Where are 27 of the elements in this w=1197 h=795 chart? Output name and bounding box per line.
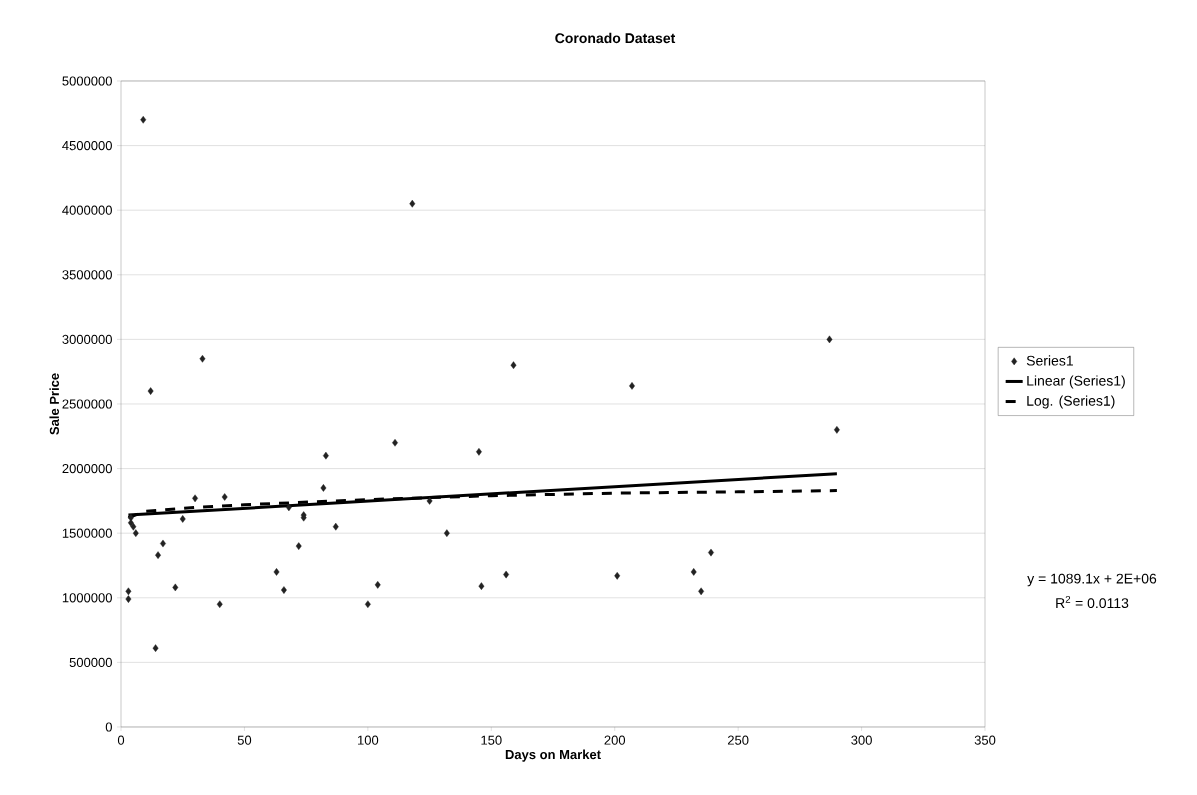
- y-tick-label: 3500000: [62, 270, 112, 280]
- y-tick-label: 500000: [69, 657, 112, 667]
- x-tick-label: 200: [604, 735, 626, 745]
- x-tick-label: 100: [358, 735, 379, 745]
- y-tick-label: 4500000: [62, 140, 112, 151]
- text: R$^{2}$ = 0.0113: [1056, 595, 1129, 609]
- x-tick-label: 0: [117, 735, 125, 745]
- x-tick-label: 250: [727, 735, 749, 745]
- y-tick-label: 2000000: [62, 463, 112, 474]
- legend-label: Log. (Series1): [1027, 395, 1115, 409]
- y-tick-label: 3000000: [62, 334, 112, 344]
- y-tick-label: 5000000: [62, 76, 112, 86]
- legend-label: Linear (Series1): [1027, 375, 1125, 389]
- y-tick-label: 1000000: [62, 593, 112, 603]
- x-axis-title: Days on Market: [505, 749, 601, 762]
- text: y = 1089.1x + 2E+06: [1027, 573, 1157, 587]
- chart-title: Coronado Dataset: [555, 32, 676, 44]
- y-tick-label: 0: [105, 722, 112, 732]
- legend-label: Series1: [1026, 355, 1073, 366]
- x-tick-label: 350: [974, 735, 996, 745]
- y-tick-label: 4000000: [62, 205, 112, 215]
- x-tick-label: 50: [237, 735, 252, 745]
- y-tick-label: 2500000: [62, 399, 112, 409]
- y-axis-title: Sale Price: [49, 373, 59, 435]
- x-tick-label: 300: [851, 735, 872, 745]
- x-tick-label: 150: [481, 735, 502, 745]
- y-tick-label: 1500000: [62, 528, 112, 538]
